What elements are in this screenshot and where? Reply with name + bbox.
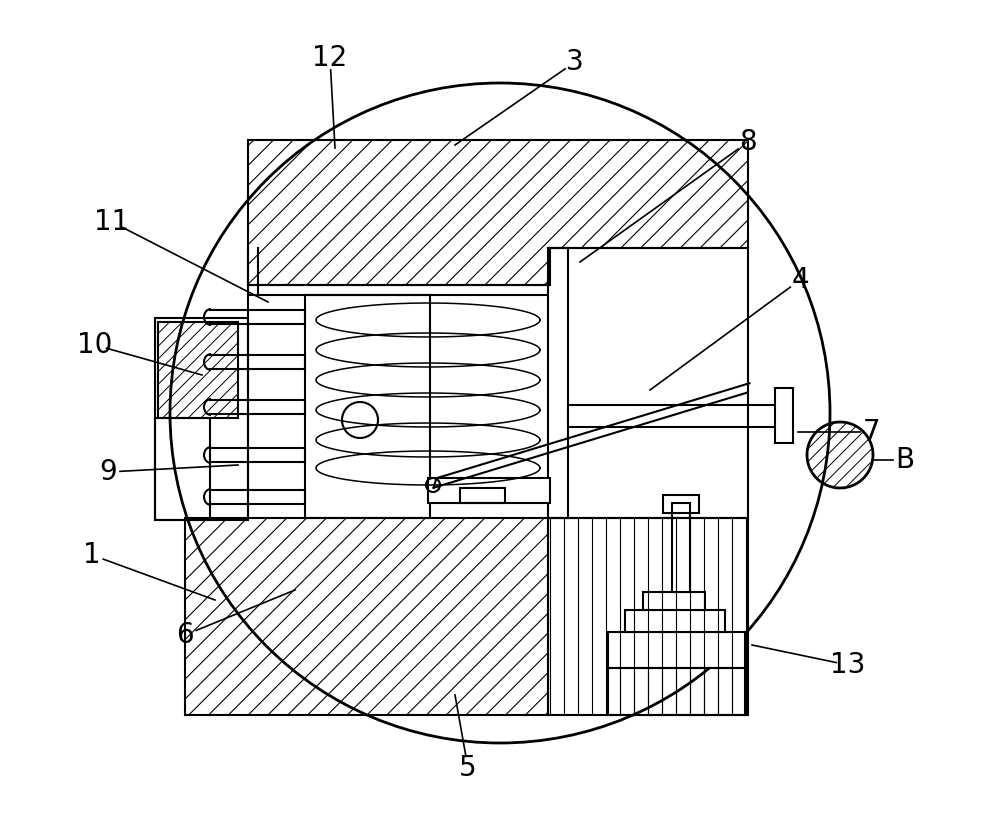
Text: 8: 8 [739,128,757,156]
Polygon shape [643,592,705,610]
Text: 6: 6 [176,621,194,649]
Text: 5: 5 [459,754,477,782]
Text: 10: 10 [77,331,113,359]
Polygon shape [568,405,778,427]
Text: B: B [895,446,915,474]
Text: 7: 7 [863,418,881,446]
Circle shape [170,83,830,743]
Polygon shape [775,388,793,443]
Polygon shape [305,295,430,518]
Polygon shape [428,478,550,503]
Polygon shape [672,503,690,592]
Text: 13: 13 [830,651,866,679]
Text: 3: 3 [566,48,584,76]
Polygon shape [625,610,725,632]
Text: 1: 1 [83,541,101,569]
Text: 4: 4 [791,266,809,294]
Text: 12: 12 [312,44,348,72]
Text: 11: 11 [94,208,130,236]
Text: 9: 9 [99,458,117,486]
Polygon shape [608,632,745,668]
